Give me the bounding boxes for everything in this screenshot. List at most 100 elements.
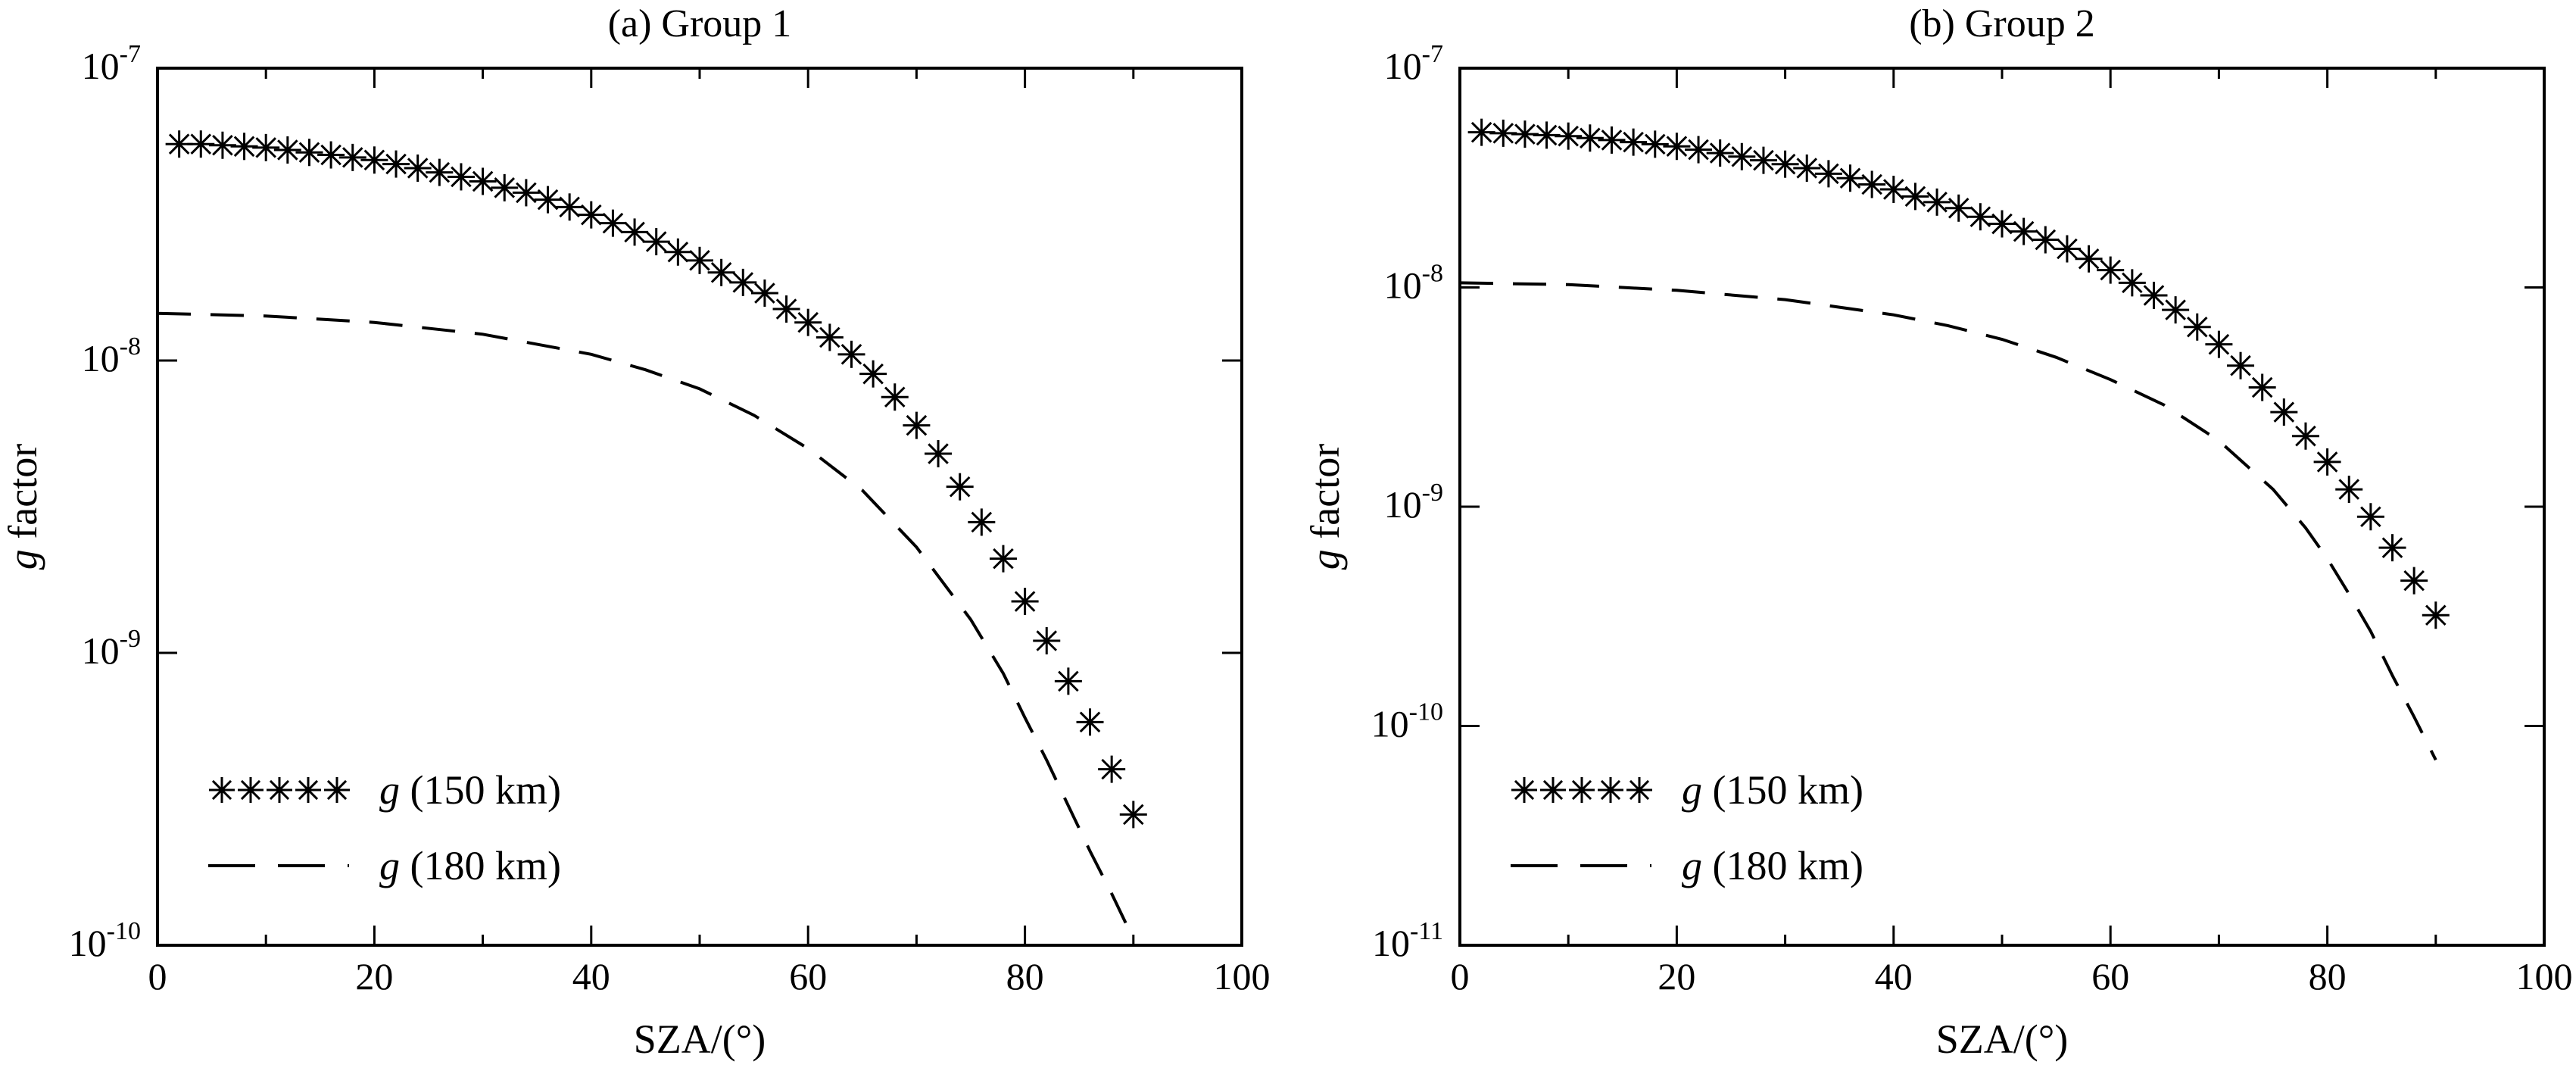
data-point-150km xyxy=(989,545,1017,573)
y-axis-label: g factor xyxy=(1302,444,1348,570)
data-point-150km xyxy=(707,258,735,286)
legend-marker-150km xyxy=(267,777,292,803)
legend-label: g (150 km) xyxy=(379,767,561,813)
legend-label: g (180 km) xyxy=(1682,843,1863,888)
data-point-150km xyxy=(621,218,649,246)
data-point-150km xyxy=(1966,203,1994,231)
legend-label-var: g xyxy=(379,843,400,888)
data-point-150km xyxy=(187,130,215,158)
chart-title: (b) Group 2 xyxy=(1909,2,2095,45)
y-tick-base: 10 xyxy=(82,337,120,379)
data-point-150km xyxy=(2183,313,2211,341)
legend-label: g (150 km) xyxy=(1682,767,1863,813)
data-point-150km xyxy=(1836,164,1864,192)
legend-marker-150km xyxy=(295,777,321,803)
data-point-150km xyxy=(382,150,410,178)
x-tick-label: 20 xyxy=(1658,955,1695,998)
data-point-150km xyxy=(925,440,953,468)
x-tick-label: 0 xyxy=(148,955,167,998)
y-tick-base: 10 xyxy=(1372,922,1410,964)
data-point-150km xyxy=(2378,534,2406,562)
data-point-150km xyxy=(903,411,931,439)
y-tick-exponent: -7 xyxy=(1422,40,1443,68)
data-point-150km xyxy=(1620,128,1648,156)
data-point-150km xyxy=(1098,755,1126,783)
data-point-150km xyxy=(426,158,454,186)
y-tick-label: 10-9 xyxy=(1384,479,1443,526)
y-tick-base: 10 xyxy=(1371,703,1409,745)
data-point-150km xyxy=(2227,351,2255,379)
y-tick-exponent: -9 xyxy=(120,625,141,653)
data-point-150km xyxy=(2335,476,2363,504)
legend-marker-150km xyxy=(1511,777,1537,803)
legend-label: g (180 km) xyxy=(379,843,561,888)
data-point-150km xyxy=(1944,194,1973,222)
y-tick-base: 10 xyxy=(1384,45,1422,87)
y-tick-base: 10 xyxy=(1384,483,1422,526)
data-point-150km xyxy=(491,173,519,201)
series-line-180km xyxy=(1459,281,2437,761)
data-point-150km xyxy=(729,268,757,296)
data-point-150km xyxy=(794,308,822,336)
data-point-150km xyxy=(1793,154,1821,182)
data-point-150km xyxy=(750,279,778,308)
data-point-150km xyxy=(1555,122,1583,150)
data-point-150km xyxy=(1814,160,1842,188)
data-point-150km xyxy=(2313,448,2341,476)
y-tick-base: 10 xyxy=(69,922,107,964)
data-point-150km xyxy=(599,209,627,237)
data-point-150km xyxy=(1054,667,1082,695)
data-point-150km xyxy=(556,193,584,221)
y-tick-label: 10-10 xyxy=(69,917,141,964)
legend-label-var: g xyxy=(1682,767,1702,813)
x-tick-label: 40 xyxy=(572,955,610,998)
data-point-150km xyxy=(2422,601,2450,629)
legend-marker-150km xyxy=(209,777,235,803)
y-tick-exponent: -10 xyxy=(107,917,141,945)
data-point-150km xyxy=(230,133,258,161)
y-tick-exponent: -9 xyxy=(1422,479,1443,507)
data-point-150km xyxy=(1119,801,1147,829)
x-tick-label: 60 xyxy=(789,955,827,998)
data-point-150km xyxy=(2118,269,2146,297)
x-axis-label: SZA/(°) xyxy=(1936,1016,2069,1062)
y-tick-exponent: -11 xyxy=(1410,917,1443,945)
legend-marker-150km xyxy=(1540,777,1566,803)
data-point-150km xyxy=(1879,176,1907,204)
plot-frame xyxy=(156,67,1243,947)
data-point-150km xyxy=(1749,146,1777,174)
data-point-150km xyxy=(317,141,345,169)
data-point-150km xyxy=(642,228,670,256)
data-point-150km xyxy=(2075,245,2103,273)
y-tick-base: 10 xyxy=(1384,264,1422,307)
y-tick-label: 10-8 xyxy=(1384,260,1443,307)
data-point-150km xyxy=(2205,330,2233,358)
data-point-150km xyxy=(816,323,844,351)
y-axis-label-var: g xyxy=(0,549,45,570)
data-point-150km xyxy=(1598,126,1626,154)
data-point-150km xyxy=(1771,150,1799,178)
panel-group-1: (a) Group 10 20 40 60 80 10010-1010-910-810-7… xyxy=(0,2,1271,1062)
y-tick-base: 10 xyxy=(82,45,120,87)
legend-label-var: g xyxy=(379,767,400,813)
y-tick-exponent: -7 xyxy=(120,40,141,68)
data-point-150km xyxy=(2097,256,2125,284)
x-tick-label: 0 xyxy=(1451,955,1470,998)
y-tick-label: 10-11 xyxy=(1372,917,1443,964)
y-tick-label: 10-7 xyxy=(1384,40,1443,87)
data-point-150km xyxy=(338,143,366,171)
legend-marker-150km xyxy=(1626,777,1652,803)
data-point-150km xyxy=(772,295,800,323)
data-point-150km xyxy=(1467,118,1495,146)
data-point-150km xyxy=(946,473,974,501)
data-point-150km xyxy=(2010,217,2038,245)
y-tick-exponent: -8 xyxy=(120,333,141,361)
data-point-150km xyxy=(577,201,605,229)
data-point-150km xyxy=(1511,120,1539,148)
legend-label-var: g xyxy=(1682,843,1702,888)
legend-label-rest: (180 km) xyxy=(1702,843,1863,888)
y-tick-label: 10-8 xyxy=(82,333,141,379)
y-tick-exponent: -8 xyxy=(1422,260,1443,288)
y-tick-base: 10 xyxy=(82,629,120,672)
legend-label-rest: (180 km) xyxy=(400,843,561,888)
